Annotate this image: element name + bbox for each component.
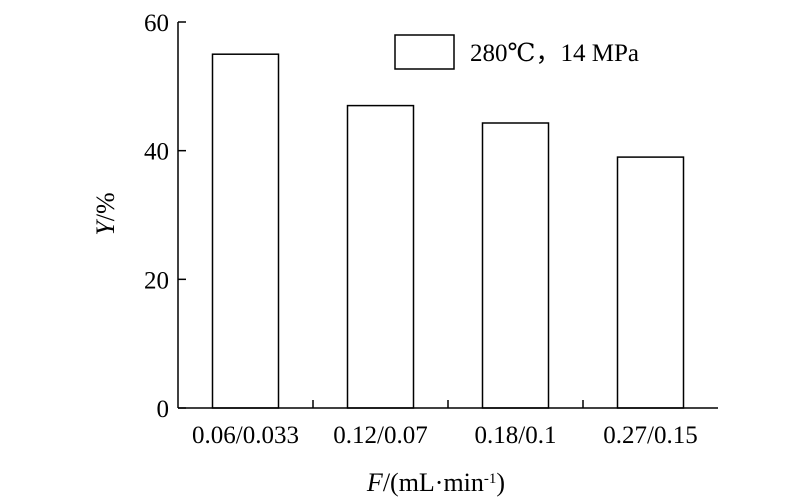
x-ticks-group: 0.06/0.033 0.12/0.07 0.18/0.1 0.27/0.15 (192, 400, 698, 449)
x-tick-label-4: 0.27/0.15 (603, 422, 697, 449)
x-tick-label-1: 0.06/0.033 (192, 422, 299, 449)
y-tick-label-20: 20 (144, 267, 169, 294)
bars-group (211, 53, 685, 409)
x-axis-label-unit: /(mL·min (383, 468, 484, 497)
y-tick-label-60: 60 (144, 10, 169, 37)
legend: 280℃，14 MPa (394, 34, 639, 70)
y-ticks-group: 0 20 40 60 (144, 10, 186, 423)
y-axis-label: Y/% (91, 192, 120, 235)
bar-3 (481, 122, 550, 409)
y-tick-label-40: 40 (144, 139, 169, 166)
bar-4 (616, 156, 685, 409)
x-axis-label-symbol: F (366, 468, 384, 497)
x-axis-label-exponent: -1 (484, 471, 497, 487)
y-axis-label-symbol: Y (91, 219, 120, 236)
x-tick-label-3: 0.18/0.1 (475, 422, 557, 449)
legend-swatch (394, 34, 455, 70)
legend-label: 280℃，14 MPa (470, 40, 639, 67)
y-tick-label-0: 0 (157, 396, 170, 423)
x-axis-label-close: ) (496, 468, 505, 497)
bar-2 (346, 104, 415, 409)
y-axis-label-unit: /% (91, 192, 120, 221)
x-tick-label-2: 0.12/0.07 (333, 422, 427, 449)
bar-1 (211, 53, 280, 409)
x-axis-label: F/(mL·min-1) (366, 468, 505, 497)
